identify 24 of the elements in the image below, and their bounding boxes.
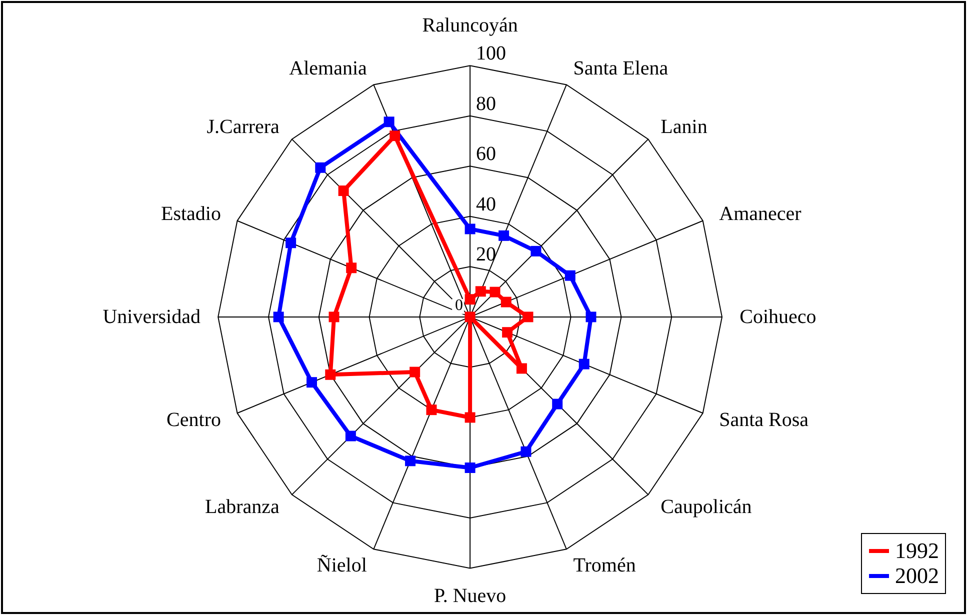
y-tick-label: 80 bbox=[476, 92, 496, 115]
spoke-label: Santa Elena bbox=[573, 57, 668, 80]
y-tick-label: 60 bbox=[476, 143, 496, 166]
spoke-label: Estadio bbox=[160, 203, 221, 226]
y-tick-label: 20 bbox=[476, 244, 496, 266]
legend-label: 1992 bbox=[895, 538, 939, 563]
spoke-label: Alemania bbox=[289, 57, 368, 80]
y-tick-label: 40 bbox=[476, 193, 496, 216]
y-tick-label: 0 bbox=[455, 296, 464, 314]
spoke-label: Tromén bbox=[573, 554, 636, 576]
spoke-label: Ñielol bbox=[316, 554, 368, 576]
spoke-label: Santa Rosa bbox=[719, 408, 809, 431]
spoke-label: Centro bbox=[166, 408, 221, 431]
spoke-label: Coihueco bbox=[740, 306, 816, 328]
spoke-label: Labranza bbox=[205, 496, 280, 518]
spoke-label: Amanecer bbox=[719, 203, 802, 226]
spoke-label: J.Carrera bbox=[206, 116, 280, 138]
y-tick-label: 100 bbox=[476, 42, 506, 65]
spoke-label: Lanin bbox=[660, 116, 708, 138]
spoke-label: P. Nuevo bbox=[434, 584, 506, 607]
legend-label: 2002 bbox=[895, 563, 939, 588]
spoke-label: Universidad bbox=[102, 306, 200, 328]
spoke-label: Caupolicán bbox=[660, 496, 752, 518]
spoke-label: Raluncoyán bbox=[422, 14, 518, 36]
